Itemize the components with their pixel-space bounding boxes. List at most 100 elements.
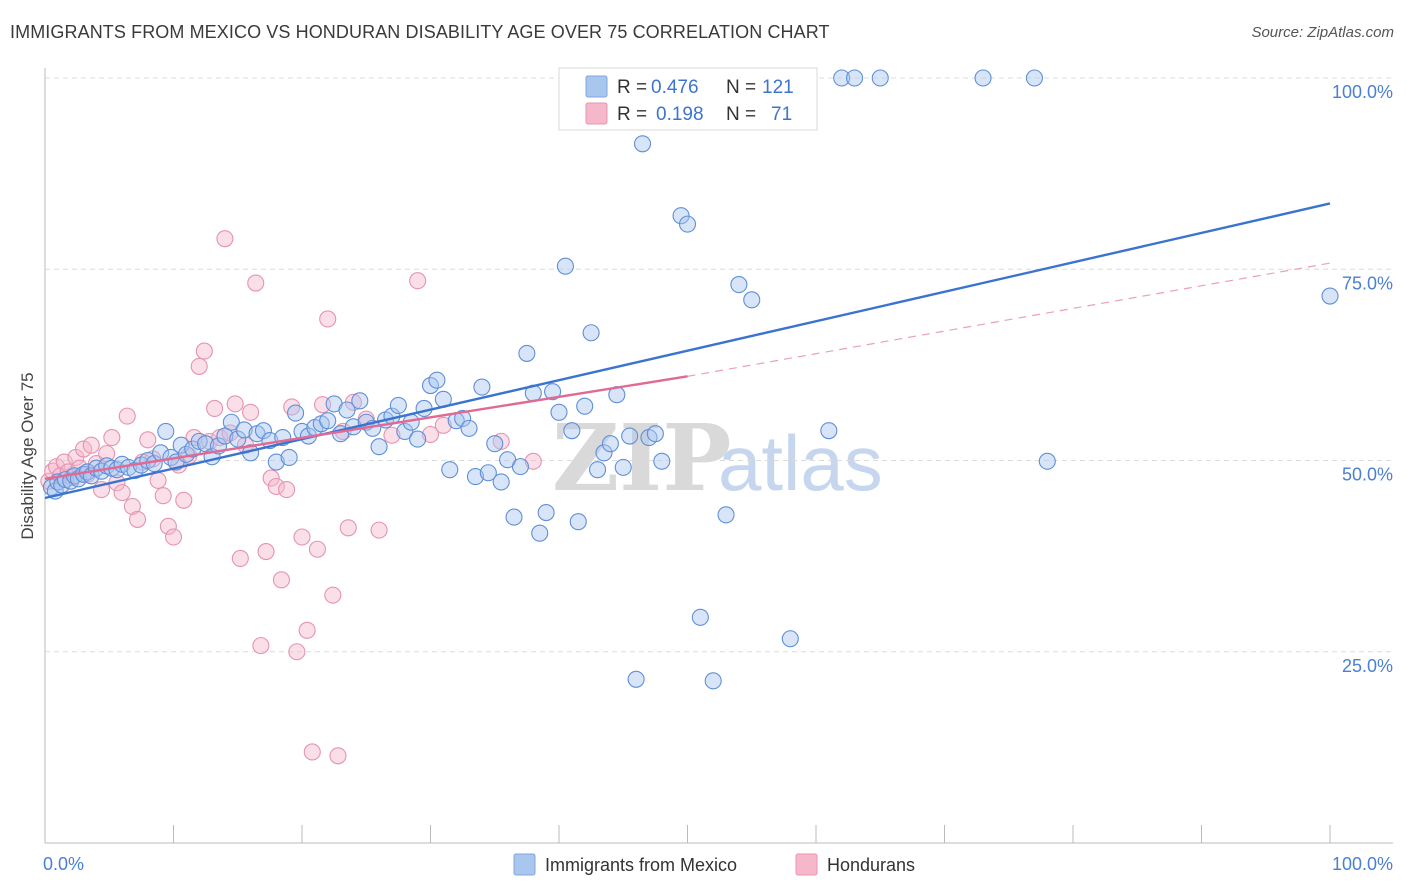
mexico-point [190,432,208,450]
mexico-point [428,371,446,389]
legend-n-value-1: 121 [762,77,794,98]
honduras-point [257,542,275,561]
mexico-point [588,461,607,479]
mexico-point [781,630,799,648]
mexico-point [511,458,530,476]
honduras-point [492,432,510,450]
honduras-point [383,426,401,444]
data-points [40,69,1339,765]
legend-n-label-1: N = [726,77,756,98]
honduras-point [421,425,440,444]
honduras-point [123,497,141,515]
mexico-point [235,421,253,439]
mexico-point [473,378,491,396]
honduras-point [409,272,427,290]
honduras-point [164,528,183,546]
mexico-point [222,413,240,431]
bottom-legend-label-mexico: Immigrants from Mexico [545,855,737,875]
mexico-point [531,524,549,542]
legend-r-value-1: 0.476 [651,77,699,98]
honduras-point [175,491,193,509]
chart-title: IMMIGRANTS FROM MEXICO VS HONDURAN DISAB… [10,22,830,42]
mexico-point [1038,452,1056,470]
mexico-point [569,513,587,531]
honduras-point [278,481,296,499]
honduras-point [226,395,244,413]
mexico-point [633,135,652,153]
mexico-point [254,422,273,440]
legend-swatch-mexico [585,75,608,98]
mexico-point [614,458,632,476]
mexico-point [653,452,671,470]
mexico-point [351,392,369,410]
mexico-point [466,468,485,486]
y-tick-label: 25.0% [1342,656,1393,676]
mexico-point [871,69,889,87]
honduras-point [103,428,121,447]
mexico-point [730,275,748,294]
mexico-point [1025,69,1043,87]
x-tick-label-max: 100.0% [1332,854,1393,874]
mexico-point [280,448,298,466]
honduras-point [329,747,347,765]
legend-n-value-2: 71 [771,104,792,125]
legend-n-label-2: N = [726,104,756,125]
honduras-point [159,517,177,535]
mexico-point [157,422,175,440]
honduras-point [272,571,290,589]
honduras-trend-extension [687,262,1331,377]
honduras-trend-line [44,375,688,481]
mexico-point [389,396,407,414]
honduras-point [118,407,136,425]
mexico-point [601,435,619,453]
mexico-point [486,435,504,453]
honduras-point [303,743,321,761]
mexico-point [550,403,568,421]
mexico-point [396,422,414,440]
legend-r-label-2: R = [617,104,647,125]
honduras-point [82,436,100,454]
honduras-point [267,477,285,496]
honduras-point [262,469,280,487]
mexico-point [556,257,574,275]
source-label: Source: ZipAtlas.com [1251,24,1394,41]
mexico-point [460,419,478,437]
bottom-legend-swatch-honduras [795,853,818,876]
honduras-point [128,510,147,528]
mexico-point [454,409,472,427]
mexico-point [518,344,536,362]
legend-top: R = 0.476 N = 121 R = 0.198 N = 71 [558,67,818,131]
mexico-point [845,69,864,87]
legend-swatch-honduras [585,102,608,125]
honduras-point [195,342,213,360]
mexico-point [582,324,600,342]
honduras-point [190,357,208,375]
mexico-point [820,422,838,440]
y-axis-label: Disability Age Over 75 [18,372,37,539]
honduras-point [293,528,311,546]
honduras-point [434,416,452,434]
mexico-point [678,215,697,233]
honduras-point [139,431,157,449]
honduras-point [288,643,306,661]
mexico-point [409,430,427,448]
honduras-point [308,540,326,558]
mexico-point [704,672,722,690]
honduras-point [216,230,234,248]
mexico-point [646,425,664,443]
bottom-legend-label-honduras: Hondurans [827,855,915,875]
mexico-point [319,412,337,430]
mexico-point [672,207,690,225]
mexico-point [833,69,851,87]
honduras-point [370,521,388,539]
mexico-point [415,399,433,418]
mexico-point [216,427,234,445]
mexico-point [717,506,735,524]
mexico-point [267,453,285,471]
mexico-point [338,401,356,419]
tick-labels: 25.0% 50.0% 75.0% 100.0% 0.0% 100.0% [43,82,1393,874]
mexico-point [974,69,992,87]
honduras-point [339,519,357,537]
watermark-zip: ZIP [552,404,731,512]
